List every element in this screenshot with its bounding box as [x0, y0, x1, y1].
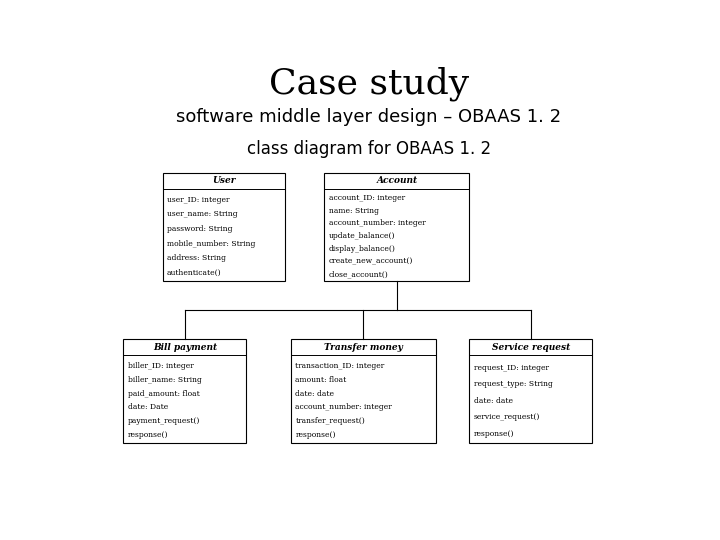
Text: payment_request(): payment_request()	[128, 417, 200, 426]
Text: close_account(): close_account()	[329, 270, 389, 278]
FancyBboxPatch shape	[163, 173, 285, 281]
Text: address: String: address: String	[167, 254, 226, 262]
FancyBboxPatch shape	[291, 339, 436, 443]
Text: User: User	[212, 176, 235, 185]
Text: user_ID: integer: user_ID: integer	[167, 195, 230, 204]
Text: class diagram for OBAAS 1. 2: class diagram for OBAAS 1. 2	[247, 140, 491, 158]
Text: name: String: name: String	[329, 207, 379, 215]
Text: Case study: Case study	[269, 67, 469, 102]
Text: transaction_ID: integer: transaction_ID: integer	[295, 361, 384, 369]
Text: user_name: String: user_name: String	[167, 211, 238, 218]
Text: date: date: date: date	[295, 389, 334, 397]
FancyBboxPatch shape	[469, 339, 593, 443]
Text: request_type: String: request_type: String	[474, 380, 553, 388]
Text: biller_name: String: biller_name: String	[128, 375, 202, 383]
FancyBboxPatch shape	[324, 173, 469, 281]
Text: password: String: password: String	[167, 225, 233, 233]
Text: Account: Account	[377, 176, 418, 185]
Text: transfer_request(): transfer_request()	[295, 417, 365, 426]
Text: response(): response()	[295, 431, 336, 440]
Text: software middle layer design – OBAAS 1. 2: software middle layer design – OBAAS 1. …	[176, 109, 562, 126]
Text: display_balance(): display_balance()	[329, 245, 396, 253]
Text: create_new_account(): create_new_account()	[329, 258, 413, 266]
FancyBboxPatch shape	[124, 339, 246, 443]
Text: paid_amount: float: paid_amount: float	[128, 389, 199, 397]
Text: update_balance(): update_balance()	[329, 232, 395, 240]
Text: response(): response()	[128, 431, 168, 440]
Text: Bill payment: Bill payment	[153, 342, 217, 352]
Text: account_number: integer: account_number: integer	[329, 219, 426, 227]
Text: response(): response()	[474, 430, 514, 438]
Text: amount: float: amount: float	[295, 375, 346, 383]
Text: service_request(): service_request()	[474, 414, 540, 421]
Text: date: date: date: date	[474, 397, 513, 405]
Text: mobile_number: String: mobile_number: String	[167, 240, 256, 248]
Text: biller_ID: integer: biller_ID: integer	[128, 361, 194, 369]
Text: request_ID: integer: request_ID: integer	[474, 363, 549, 372]
Text: authenticate(): authenticate()	[167, 269, 222, 277]
Text: date: Date: date: Date	[128, 403, 168, 411]
Text: account_number: integer: account_number: integer	[295, 403, 392, 411]
Text: Service request: Service request	[492, 342, 570, 352]
Text: Transfer money: Transfer money	[324, 342, 403, 352]
Text: account_ID: integer: account_ID: integer	[329, 194, 405, 202]
